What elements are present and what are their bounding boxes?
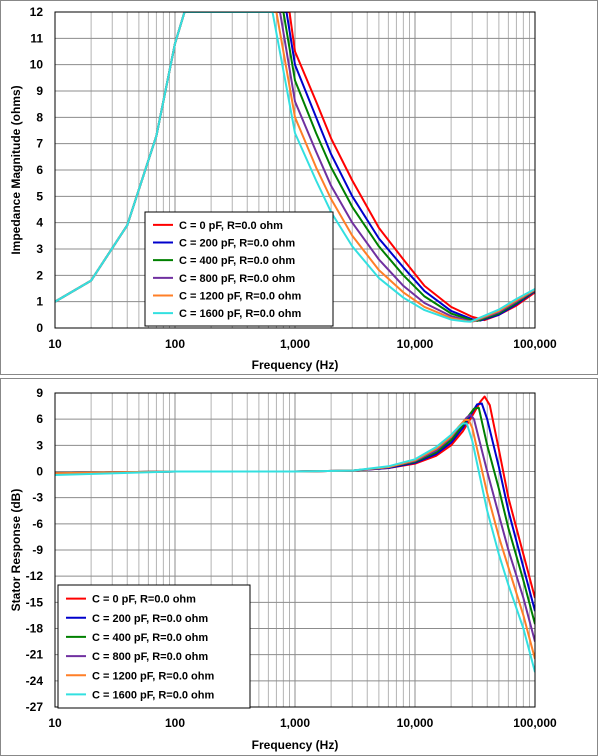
plot-border <box>54 392 536 708</box>
x-tick-label: 1,000 <box>280 337 310 351</box>
series-group <box>55 395 535 673</box>
y-tick-label: 11 <box>30 31 43 45</box>
y-tick-label: -3 <box>32 491 43 505</box>
x-tick-label: 100,000 <box>513 337 557 351</box>
legend-box <box>57 584 251 709</box>
y-tick-label: 9 <box>36 84 43 98</box>
y-tick-label: 3 <box>36 438 43 452</box>
legend-label: C = 200 pF, R=0.0 ohm <box>179 238 295 250</box>
x-tick-label: 10,000 <box>397 716 434 730</box>
x-tick-label: 10,000 <box>397 337 434 351</box>
legend-label: C = 1600 pF, R=0.0 ohm <box>92 689 214 701</box>
y-tick-label: -24 <box>26 674 44 688</box>
y-tick-label: 4 <box>36 216 43 230</box>
x-axis-title: Frequency (Hz) <box>252 358 339 372</box>
y-tick-label: -15 <box>26 595 44 609</box>
y-tick-label: 6 <box>36 163 43 177</box>
y-tick-label: 2 <box>36 268 43 282</box>
y-tick-label: -21 <box>26 648 44 662</box>
y-tick-label: -6 <box>32 517 43 531</box>
series-line-5 <box>55 422 535 673</box>
x-axis-title: Frequency (Hz) <box>252 738 339 752</box>
plot-border <box>54 11 536 329</box>
y-tick-label: 0 <box>36 465 43 479</box>
legend-label: C = 200 pF, R=0.0 ohm <box>92 613 208 625</box>
y-axis-title: Impedance Magnitude (ohms) <box>9 85 23 254</box>
x-tick-label: 100 <box>165 337 185 351</box>
x-tick-label: 10 <box>48 716 62 730</box>
legend-label: C = 1200 pF, R=0.0 ohm <box>179 291 301 303</box>
y-tick-label: 12 <box>30 5 44 19</box>
legend-label: C = 800 pF, R=0.0 ohm <box>92 651 208 663</box>
y-tick-label: -9 <box>32 543 43 557</box>
legend-label: C = 400 pF, R=0.0 ohm <box>92 632 208 644</box>
legend-label: C = 1200 pF, R=0.0 ohm <box>92 670 214 682</box>
y-tick-label: 8 <box>36 110 43 124</box>
legend: C = 0 pF, R=0.0 ohm C = 200 pF, R=0.0 ohm… <box>144 211 334 327</box>
legend-label: C = 400 pF, R=0.0 ohm <box>179 255 295 267</box>
y-tick-label: 3 <box>36 242 43 256</box>
y-tick-label: -27 <box>26 700 44 714</box>
stator-response-chart: -27 -24 -21 -18 -15 -12 -9 -6 -3 0 3 6 9 10 100 1,000 10… <box>0 378 598 756</box>
legend-box <box>144 211 334 327</box>
x-tick-label: 10 <box>48 337 62 351</box>
y-tick-label: 10 <box>30 58 44 72</box>
y-tick-label: 0 <box>36 321 43 335</box>
legend-label: C = 800 pF, R=0.0 ohm <box>179 273 295 285</box>
y-tick-label: 5 <box>36 189 43 203</box>
series-group <box>55 12 535 323</box>
y-tick-label: -18 <box>26 622 44 636</box>
y-tick-label: 6 <box>36 412 43 426</box>
y-axis-title: Stator Response (dB) <box>9 489 23 612</box>
y-tick-label: -12 <box>26 569 44 583</box>
x-tick-label: 100 <box>165 716 185 730</box>
y-tick-label: 1 <box>36 295 43 309</box>
legend-label: C = 0 pF, R=0.0 ohm <box>179 220 283 232</box>
y-tick-label: 9 <box>36 386 43 400</box>
series-line-5 <box>55 12 535 323</box>
legend-label: C = 0 pF, R=0.0 ohm <box>92 594 196 606</box>
legend-label: C = 1600 pF, R=0.0 ohm <box>179 308 301 320</box>
x-tick-label: 1,000 <box>280 716 310 730</box>
y-tick-label: 7 <box>36 137 43 151</box>
legend: C = 0 pF, R=0.0 ohm C = 200 pF, R=0.0 ohm… <box>57 584 251 709</box>
x-tick-label: 100,000 <box>513 716 557 730</box>
